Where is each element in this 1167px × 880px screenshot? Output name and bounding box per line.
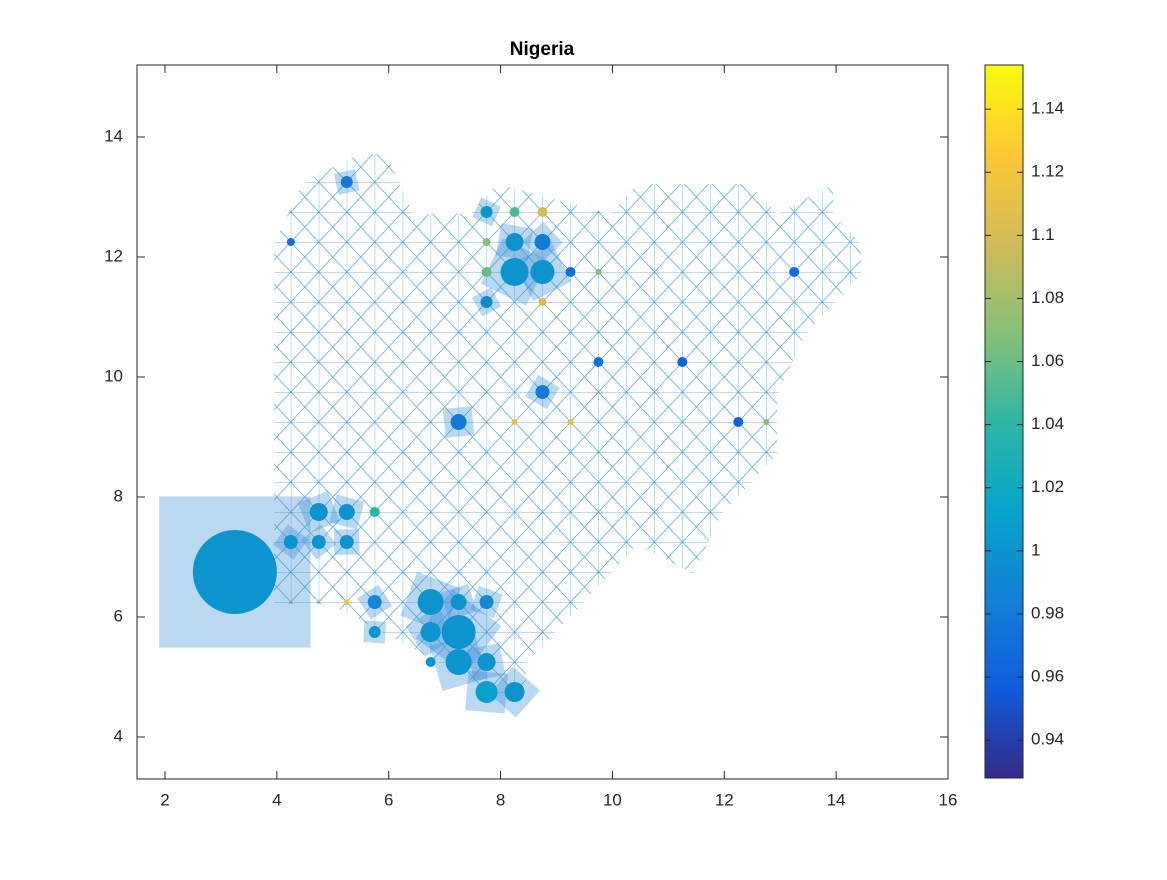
node <box>537 207 548 217</box>
chart-title: Nigeria <box>510 39 575 60</box>
x-tick-label: 2 <box>160 790 169 809</box>
node <box>343 599 350 605</box>
node <box>477 653 496 671</box>
node <box>593 357 604 367</box>
node <box>733 417 744 427</box>
node <box>441 615 476 649</box>
y-tick-label: 10 <box>104 366 123 385</box>
node <box>565 267 576 277</box>
colorbar-tick-label: 1.06 <box>1031 351 1064 370</box>
node <box>595 269 602 275</box>
node <box>530 260 555 284</box>
node <box>538 298 547 306</box>
node <box>309 503 328 521</box>
colorbar-tick-label: 1.08 <box>1031 288 1064 307</box>
node <box>445 649 472 675</box>
node <box>286 238 295 246</box>
node <box>505 233 524 251</box>
x-tick-label: 6 <box>384 790 393 809</box>
node <box>450 414 467 430</box>
node <box>425 657 436 667</box>
colorbar-tick-label: 0.96 <box>1031 667 1064 686</box>
colorbar-tick-label: 1.14 <box>1031 99 1064 118</box>
node <box>479 595 494 609</box>
node <box>192 530 277 614</box>
node <box>369 507 380 517</box>
node <box>500 258 529 286</box>
colorbar-tick-label: 0.98 <box>1031 603 1064 622</box>
x-tick-label: 4 <box>272 790 281 809</box>
colorbar <box>984 64 1024 779</box>
x-tick-label: 8 <box>496 790 505 809</box>
colorbar-tick-label: 0.94 <box>1031 730 1064 749</box>
node <box>504 682 525 702</box>
colorbar-tick-label: 1.02 <box>1031 477 1064 496</box>
node <box>368 626 381 638</box>
node <box>509 207 520 217</box>
node <box>475 681 498 703</box>
node <box>677 357 688 367</box>
x-tick-label: 12 <box>715 790 734 809</box>
colorbar-tick-label: 1.04 <box>1031 414 1064 433</box>
node <box>367 595 382 609</box>
y-tick-label: 4 <box>114 726 123 745</box>
node <box>789 267 800 277</box>
x-tick-label: 16 <box>939 790 958 809</box>
node <box>311 535 326 549</box>
node <box>338 504 355 520</box>
node <box>450 594 467 610</box>
nodes <box>192 176 800 703</box>
x-tick-label: 14 <box>827 790 846 809</box>
y-tick-label: 6 <box>114 606 123 625</box>
y-tick-label: 12 <box>104 246 123 265</box>
x-tick-label: 10 <box>603 790 622 809</box>
colorbar-tick-label: 1 <box>1031 540 1040 559</box>
node <box>480 296 493 308</box>
node <box>481 267 492 277</box>
node <box>763 419 770 425</box>
node <box>417 589 444 615</box>
node <box>283 535 298 549</box>
node <box>420 622 441 642</box>
node <box>535 385 550 399</box>
colorbar-tick-label: 1.1 <box>1031 225 1055 244</box>
node <box>567 419 574 425</box>
node <box>480 206 493 218</box>
y-tick-label: 14 <box>104 126 123 145</box>
node <box>339 535 354 549</box>
node <box>482 238 491 246</box>
y-tick-label: 8 <box>114 486 123 505</box>
node <box>534 234 551 250</box>
colorbar-tick-label: 1.12 <box>1031 162 1064 181</box>
node <box>511 419 518 425</box>
node <box>340 176 353 188</box>
